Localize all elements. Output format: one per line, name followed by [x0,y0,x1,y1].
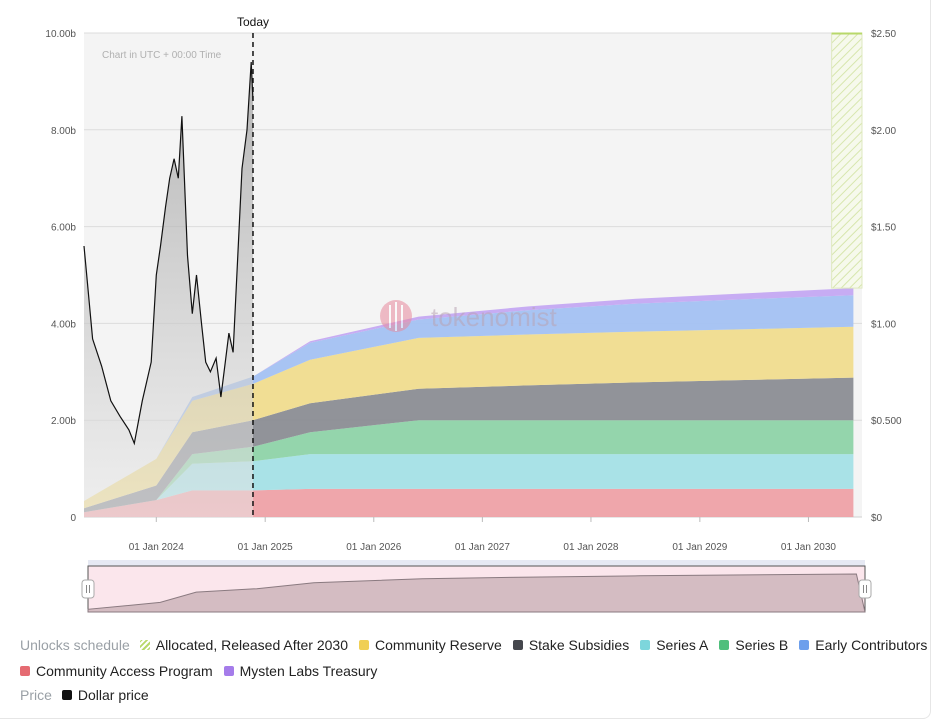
area-community-reserve [84,326,854,509]
legend-label: Mysten Labs Treasury [239,663,378,679]
legend-item[interactable]: Early Contributors [799,637,927,653]
area-series-b [84,420,854,513]
legend-item[interactable]: Allocated, Released After 2030 [139,637,348,653]
navigator-handle-right[interactable] [858,579,872,599]
y-right-tick-label: $1.00 [871,319,896,330]
y-right-tick-label: $2.50 [871,29,896,40]
area-allocated-after-2030 [831,32,863,289]
y-left-tick-label: 10.00b [45,29,76,40]
legend-row-2: Community Access Program Mysten Labs Trea… [20,663,388,679]
legend-item[interactable]: Community Access Program [20,663,213,679]
legend-label: Series A [656,637,709,653]
legend-row-3: Price Dollar price [20,687,160,703]
today-marker: Today [237,15,269,517]
legend-label: Early Contributors [815,637,928,653]
legend-heading-price: Price [20,687,52,703]
y-left-tick-label: 6.00b [51,223,76,234]
legend-swatch [61,690,72,700]
watermark-text: tokenomist [431,302,557,332]
legend-item[interactable]: Mysten Labs Treasury [223,663,378,679]
x-tick-label: 01 Jan 2030 [781,542,836,553]
after-2030-band [831,32,863,289]
legend-item[interactable]: Series B [719,637,788,653]
legend-item[interactable]: Series A [640,637,708,653]
x-tick-label: 01 Jan 2025 [238,542,293,553]
y-right-tick-label: $0.500 [871,416,902,427]
y-left-tick-label: 0 [70,513,76,524]
legend-label: Dollar price [77,687,149,703]
axes: 0 2.00b 4.00b 6.00b 8.00b 10.00b $0 $0.500 $1.00… [45,29,902,553]
navigator-area [87,573,866,613]
legend-heading-unlocks: Unlocks schedule [20,637,130,653]
area-community-access-program [84,488,854,517]
range-navigator[interactable] [81,560,872,613]
price-line [83,61,254,517]
navigator-handle-left[interactable] [81,579,95,599]
y-right-tick-label: $0 [871,513,883,524]
watermark: tokenomist [380,300,557,332]
legend-label: Community Access Program [36,663,213,679]
y-right-tick-label: $1.50 [871,223,896,234]
area-early-contributors [84,295,854,501]
legend-label: Community Reserve [374,637,502,653]
legend-item[interactable]: Community Reserve [358,637,502,653]
legend-item[interactable]: Stake Subsidies [512,637,630,653]
legend-swatch [512,640,523,650]
legend-label: Allocated, Released After 2030 [155,637,348,653]
x-tick-label: 01 Jan 2027 [455,542,510,553]
x-tick-label: 01 Jan 2024 [129,542,184,553]
x-tick-label: 01 Jan 2026 [346,542,401,553]
unlock-areas [84,288,854,517]
legend-row-1: Unlocks schedule Allocated, Released Aft… [20,637,938,653]
area-series-a [84,454,854,513]
navigator-scrollbar [88,560,865,566]
timezone-note: Chart in UTC + 00:00 Time [102,50,222,61]
y-left-tick-label: 2.00b [51,416,76,427]
y-left-tick-label: 8.00b [51,126,76,137]
legend-swatch [640,640,651,650]
legend-swatch [139,640,150,650]
area-stake-subsidies [84,377,854,513]
legend-swatch [20,666,30,676]
y-left-tick-label: 4.00b [51,319,76,330]
legend-swatch [799,640,810,650]
price-line-path [83,61,254,446]
legend-label: Stake Subsidies [528,637,630,653]
legend-label: Series B [735,637,789,653]
y-right-tick-label: $2.00 [871,126,896,137]
legend-swatch [223,666,234,676]
x-tick-label: 01 Jan 2028 [563,542,618,553]
legend-item[interactable]: Dollar price [61,687,149,703]
today-label: Today [237,15,269,29]
legend-swatch [358,640,369,650]
legend-swatch [719,640,730,650]
unlock-chart: Chart in UTC + 00:00 Time tokenomist Tod… [45,15,902,613]
x-tick-label: 01 Jan 2029 [672,542,727,553]
price-area [84,62,253,517]
